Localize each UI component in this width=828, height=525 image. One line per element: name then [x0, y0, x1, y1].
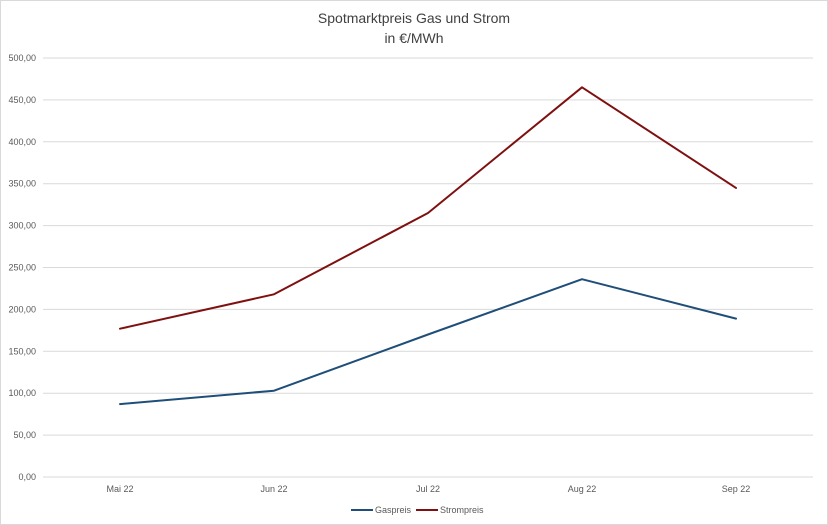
series-line-strompreis — [119, 86, 737, 330]
legend-label-gaspreis: Gaspreis — [375, 505, 412, 515]
x-tick-label: Sep 22 — [722, 484, 751, 494]
x-tick-label: Jul 22 — [416, 484, 440, 494]
x-tick-label: Aug 22 — [568, 484, 597, 494]
y-axis-tick-labels: 0,00 50,00 100,00 150,00 200,00 250,00 300,00 3… — [8, 53, 36, 482]
y-tick-label: 100,00 — [8, 388, 36, 398]
x-axis-tick-labels: Mai 22 Jun 22 Jul 22 Aug 22 Sep 22 — [106, 484, 750, 494]
series-lines — [119, 86, 737, 406]
chart-title: Spotmarktpreis Gas und Strom — [318, 10, 510, 26]
y-tick-label: 250,00 — [8, 263, 36, 273]
legend: Gaspreis Strompreis — [351, 505, 484, 515]
y-tick-label: 50,00 — [13, 430, 36, 440]
x-tick-label: Jun 22 — [260, 484, 287, 494]
y-tick-label: 450,00 — [8, 95, 36, 105]
y-tick-label: 300,00 — [8, 221, 36, 231]
y-tick-label: 350,00 — [8, 179, 36, 189]
gridlines — [43, 57, 813, 478]
series-line-gaspreis — [119, 278, 737, 406]
y-tick-label: 500,00 — [8, 53, 36, 63]
y-tick-label: 200,00 — [8, 304, 36, 314]
chart-subtitle: in €/MWh — [384, 30, 443, 46]
legend-label-strompreis: Strompreis — [440, 505, 484, 515]
y-tick-label: 0,00 — [18, 472, 36, 482]
y-tick-label: 400,00 — [8, 137, 36, 147]
x-tick-label: Mai 22 — [106, 484, 133, 494]
y-tick-label: 150,00 — [8, 346, 36, 356]
